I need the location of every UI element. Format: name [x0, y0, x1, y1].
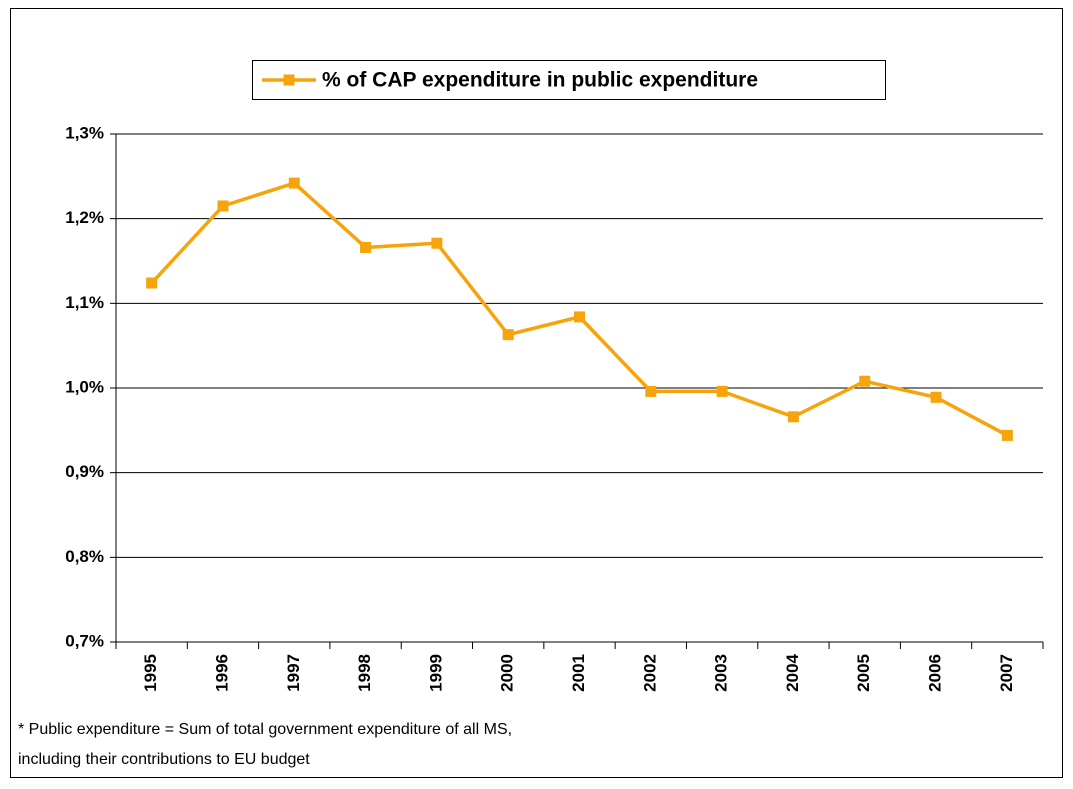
data-marker — [645, 385, 657, 397]
y-tick-label: 0,7% — [65, 631, 104, 650]
data-marker — [716, 385, 728, 397]
x-tick-label: 1999 — [426, 654, 445, 692]
data-marker — [217, 200, 229, 212]
y-tick-label: 1,3% — [65, 123, 104, 142]
legend-marker — [283, 74, 295, 86]
y-tick-label: 1,2% — [65, 208, 104, 227]
x-tick-label: 2004 — [783, 653, 802, 691]
x-tick-label: 2005 — [854, 654, 873, 692]
x-tick-label: 1996 — [212, 654, 231, 692]
x-tick-label: 2001 — [569, 654, 588, 692]
data-marker — [288, 177, 300, 189]
data-marker — [787, 411, 799, 423]
data-marker — [859, 375, 871, 387]
data-marker — [431, 237, 443, 249]
data-marker — [502, 329, 514, 341]
data-marker — [146, 277, 158, 289]
data-marker — [360, 241, 372, 253]
y-tick-label: 0,8% — [65, 547, 104, 566]
chart-border — [10, 8, 1063, 778]
y-tick-label: 0,9% — [65, 462, 104, 481]
data-marker — [574, 311, 585, 323]
y-tick-label: 1,0% — [65, 377, 104, 396]
x-tick-label: 1995 — [141, 654, 160, 692]
footnote: including their contributions to EU budg… — [18, 751, 310, 768]
legend-box — [252, 60, 886, 100]
footnote: * Public expenditure = Sum of total gove… — [18, 721, 512, 738]
x-tick-label: 2002 — [640, 654, 659, 692]
data-marker — [930, 391, 942, 403]
legend-label: % of CAP expenditure in public expenditu… — [322, 69, 758, 92]
x-tick-label: 2007 — [997, 654, 1016, 692]
data-marker — [1001, 429, 1013, 441]
x-tick-label: 1997 — [284, 654, 303, 692]
x-tick-label: 2006 — [926, 654, 945, 692]
x-tick-label: 1998 — [355, 654, 374, 692]
x-tick-label: 2003 — [712, 654, 731, 692]
y-tick-label: 1,1% — [65, 293, 104, 312]
x-tick-label: 2000 — [498, 654, 517, 692]
